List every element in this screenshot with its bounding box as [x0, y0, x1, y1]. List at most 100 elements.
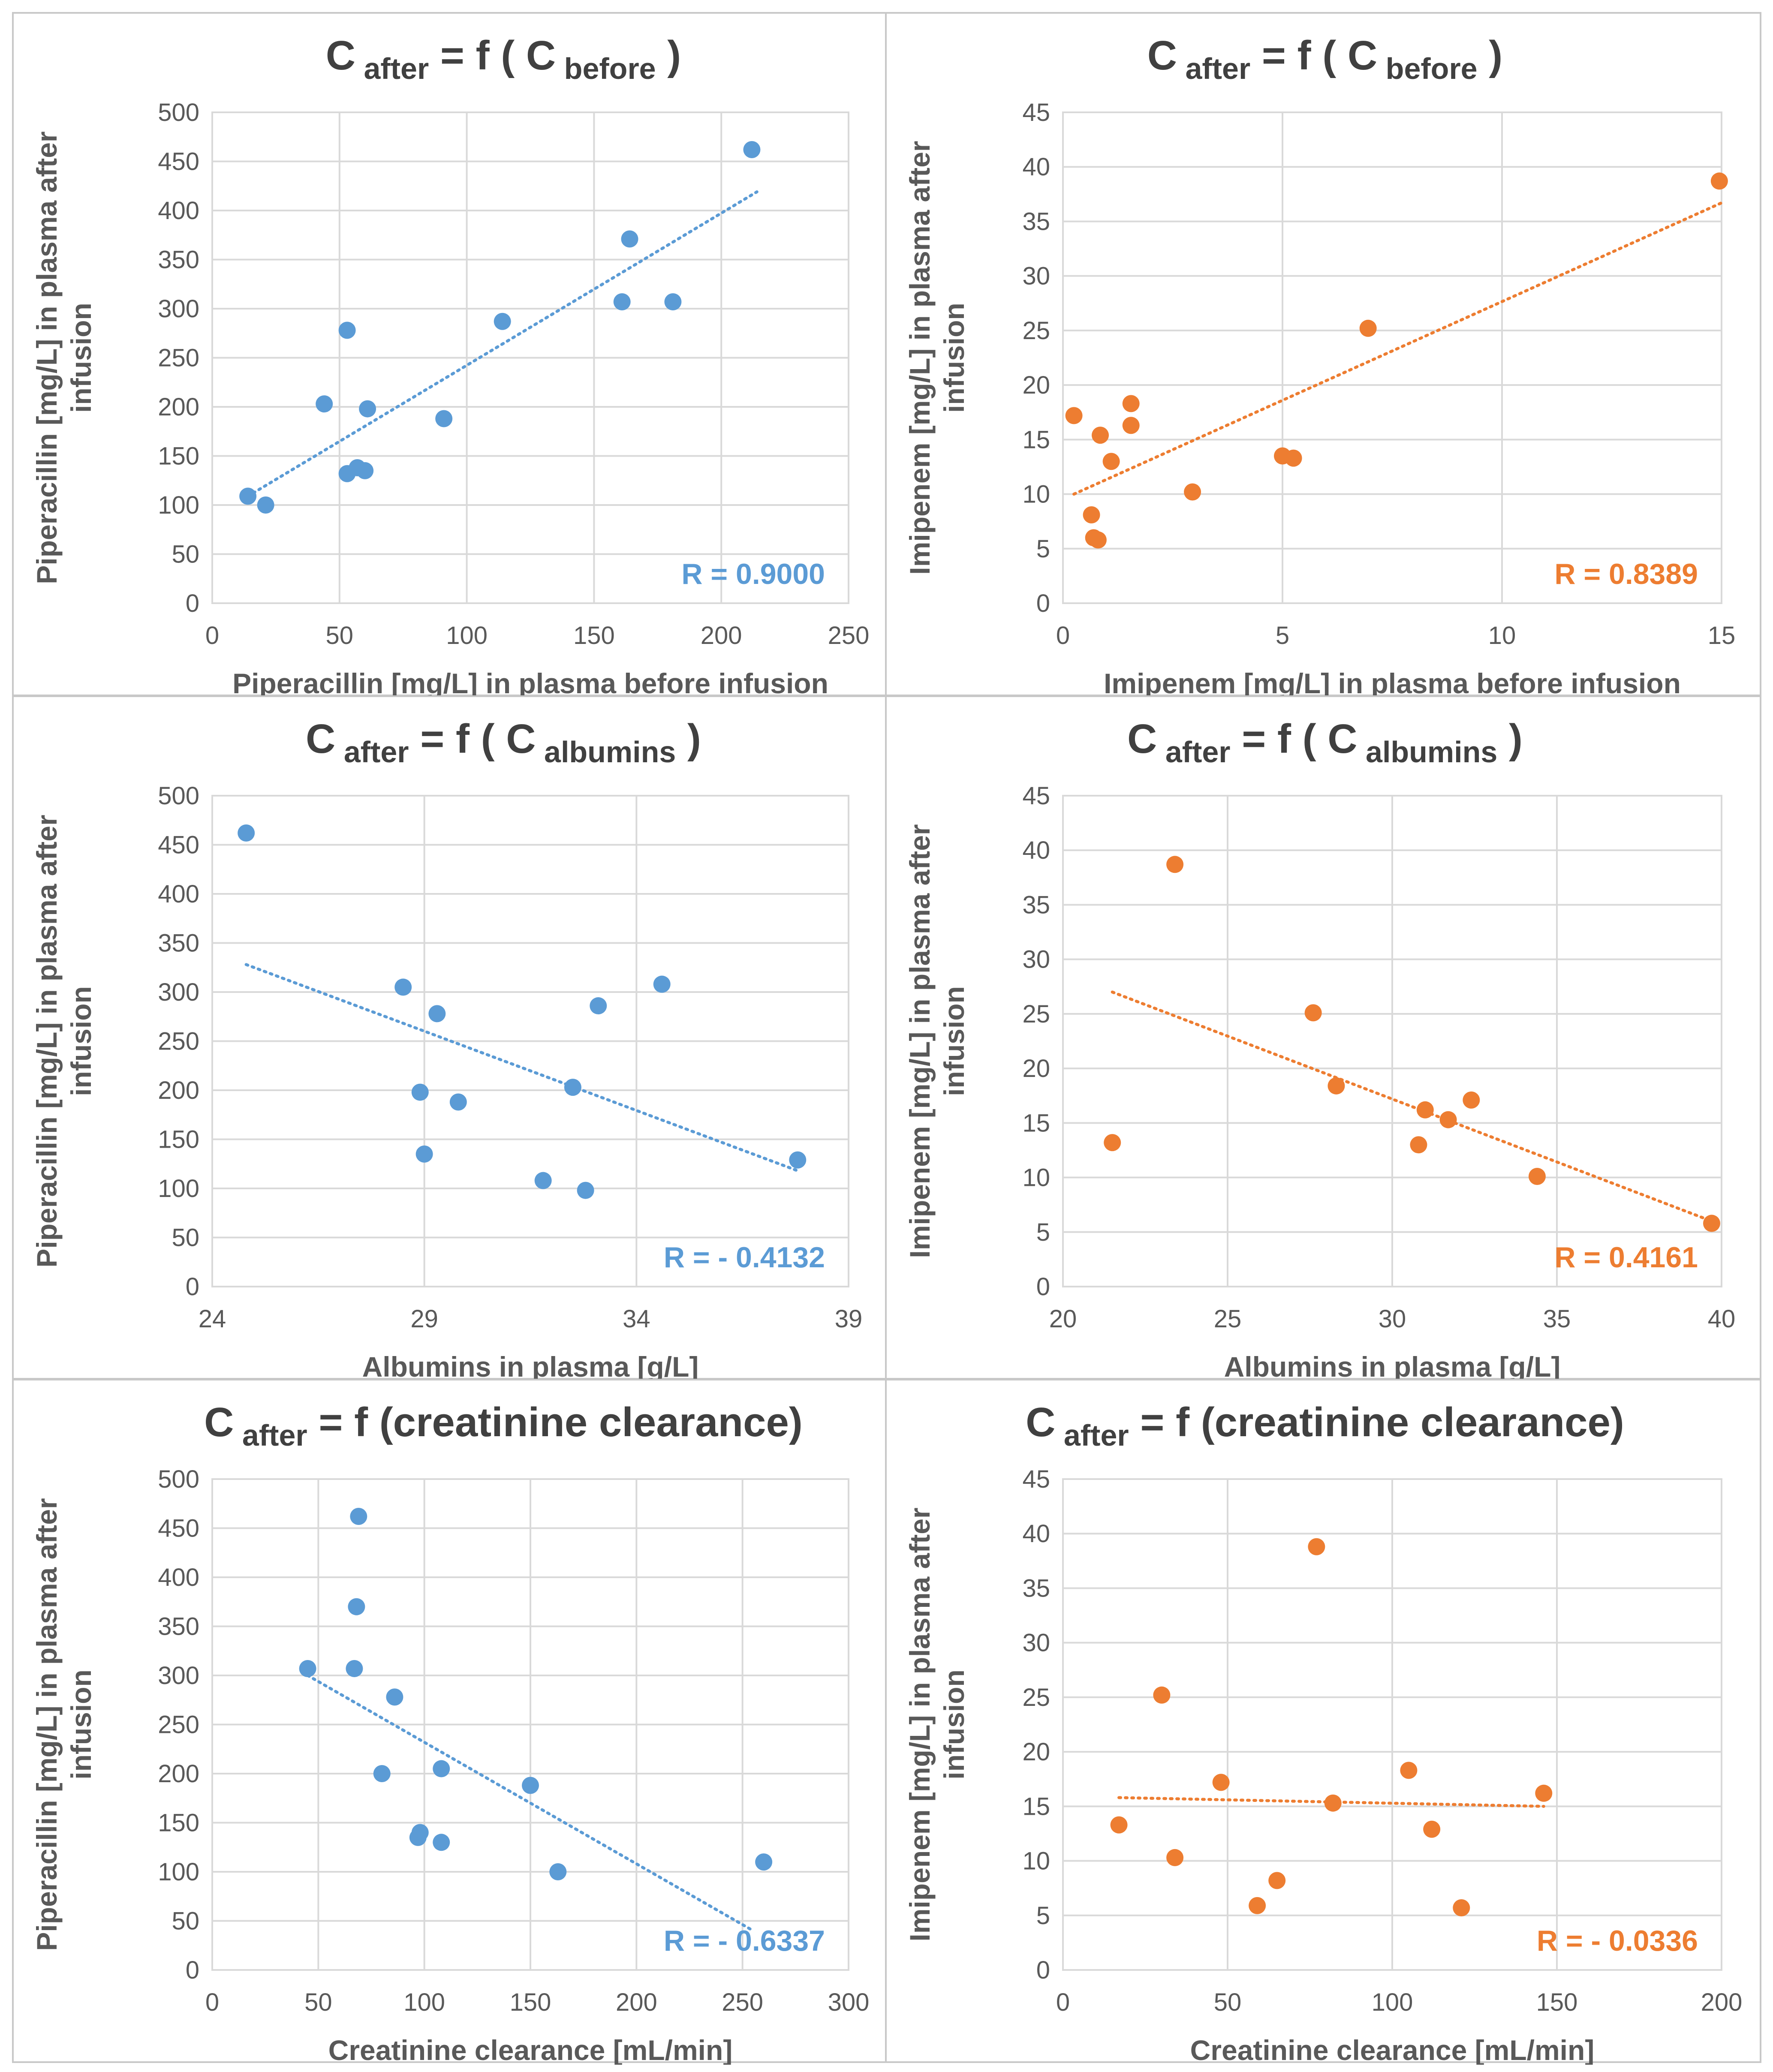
data-point	[1184, 483, 1201, 501]
y-tick-label: 450	[158, 148, 199, 176]
data-point	[1710, 172, 1728, 190]
x-tick-label: 100	[403, 1988, 445, 2016]
data-point	[522, 1777, 539, 1794]
chart-title: C after = f ( C albumins )	[1127, 716, 1523, 769]
y-tick-label: 100	[158, 491, 199, 519]
data-point	[386, 1688, 403, 1706]
y-tick-label: 15	[1022, 426, 1050, 454]
y-tick-label: 500	[158, 1465, 199, 1493]
y-tick-label: 10	[1022, 481, 1050, 508]
data-point	[433, 1760, 450, 1777]
trendline	[306, 1674, 755, 1932]
plot-area	[1062, 1478, 1722, 1971]
y-tick-label: 20	[1022, 1738, 1050, 1766]
correlation-label: R = 0.4161	[1554, 1241, 1698, 1274]
x-tick-label: 50	[326, 622, 354, 650]
y-tick-label: 25	[1022, 1684, 1050, 1711]
data-point	[1212, 1774, 1230, 1791]
trendline	[246, 190, 759, 498]
x-tick-label: 34	[623, 1305, 650, 1333]
data-point	[1423, 1820, 1441, 1838]
y-tick-label: 500	[158, 782, 199, 810]
x-tick-label: 100	[1372, 1988, 1413, 2016]
data-point	[1327, 1077, 1345, 1095]
y-tick-label: 300	[158, 295, 199, 323]
data-point	[1285, 449, 1302, 467]
x-tick-label: 20	[1049, 1305, 1077, 1333]
y-tick-label: 5	[1036, 1218, 1050, 1246]
y-tick-label: 50	[172, 541, 199, 568]
data-point	[346, 1660, 363, 1677]
data-point	[415, 1145, 433, 1163]
plot-area	[1062, 111, 1722, 604]
chart-svg: C after = f ( C albumins ) 0 5 10 15 20 25 30 35…	[904, 716, 1736, 1383]
correlation-label: R = 0.8389	[1554, 558, 1698, 590]
y-tick-label: 45	[1022, 1465, 1050, 1493]
data-point	[1453, 1899, 1470, 1916]
x-tick-label: 25	[1214, 1305, 1242, 1333]
x-axis-label: Creatinine clearance [mL/min]	[328, 2034, 733, 2065]
y-tick-label: 45	[1022, 99, 1050, 126]
data-point	[1400, 1762, 1418, 1779]
y-tick-label: 0	[186, 1273, 199, 1301]
chart-panel-6: C after = f (creatinine clearance) 0 5 10 15…	[885, 1379, 1761, 2066]
data-point	[1122, 417, 1140, 434]
y-tick-label: 35	[1022, 208, 1050, 235]
y-tick-label: 5	[1036, 1902, 1050, 1930]
data-point	[743, 141, 761, 159]
x-tick-label: 0	[1056, 622, 1070, 650]
x-tick-label: 40	[1708, 1305, 1736, 1333]
x-axis-label: Albumins in plasma [g/L]	[1224, 1351, 1561, 1381]
y-tick-label: 40	[1022, 1520, 1050, 1548]
y-tick-label: 10	[1022, 1164, 1050, 1192]
data-point	[549, 1863, 567, 1880]
data-point	[564, 1079, 581, 1096]
y-tick-label: 0	[1036, 1956, 1050, 1984]
x-tick-label: 29	[410, 1305, 438, 1333]
y-tick-label: 350	[158, 246, 199, 274]
x-tick-label: 50	[304, 1988, 332, 2016]
x-tick-label: 150	[573, 622, 615, 650]
correlation-label: R = - 0.6337	[664, 1925, 825, 1957]
y-tick-label: 25	[1022, 317, 1050, 345]
x-tick-label: 200	[616, 1988, 657, 2016]
x-tick-label: 24	[199, 1305, 226, 1333]
x-tick-label: 0	[1056, 1988, 1070, 2016]
data-point	[590, 997, 607, 1015]
y-tick-label: 40	[1022, 153, 1050, 181]
data-point	[411, 1824, 429, 1841]
y-tick-label: 250	[158, 344, 199, 372]
y-tick-label: 15	[1022, 1792, 1050, 1820]
chart-panel-3: C after = f ( C albumins ) 0 50 100 150 200 25…	[12, 695, 888, 1383]
x-tick-label: 0	[205, 622, 219, 650]
data-point	[1324, 1794, 1342, 1812]
data-point	[1083, 506, 1100, 523]
data-point	[1359, 319, 1377, 337]
y-tick-label: 250	[158, 1028, 199, 1056]
data-point	[348, 1598, 365, 1615]
data-point	[1703, 1215, 1720, 1232]
y-tick-label: 35	[1022, 1574, 1050, 1602]
y-axis-label: Imipenem [mg/L] in plasma afterinfusion	[904, 824, 970, 1258]
correlation-label: R = 0.9000	[681, 558, 825, 590]
data-point	[1410, 1136, 1427, 1154]
x-tick-label: 300	[828, 1988, 870, 2016]
y-tick-label: 300	[158, 1662, 199, 1690]
data-point	[1166, 856, 1184, 873]
data-point	[534, 1172, 552, 1189]
data-point	[1102, 453, 1120, 470]
data-point	[577, 1182, 594, 1199]
y-tick-label: 0	[1036, 1273, 1050, 1301]
y-tick-label: 500	[158, 99, 199, 126]
plot-area	[211, 1478, 849, 1971]
data-point	[494, 313, 511, 330]
y-tick-label: 10	[1022, 1847, 1050, 1875]
y-tick-label: 100	[158, 1175, 199, 1203]
plot-area	[1062, 795, 1722, 1287]
y-tick-label: 30	[1022, 262, 1050, 290]
data-point	[1110, 1816, 1128, 1834]
y-tick-label: 300	[158, 978, 199, 1006]
y-tick-label: 400	[158, 880, 199, 908]
x-tick-label: 150	[1536, 1988, 1578, 2016]
y-tick-label: 35	[1022, 891, 1050, 919]
